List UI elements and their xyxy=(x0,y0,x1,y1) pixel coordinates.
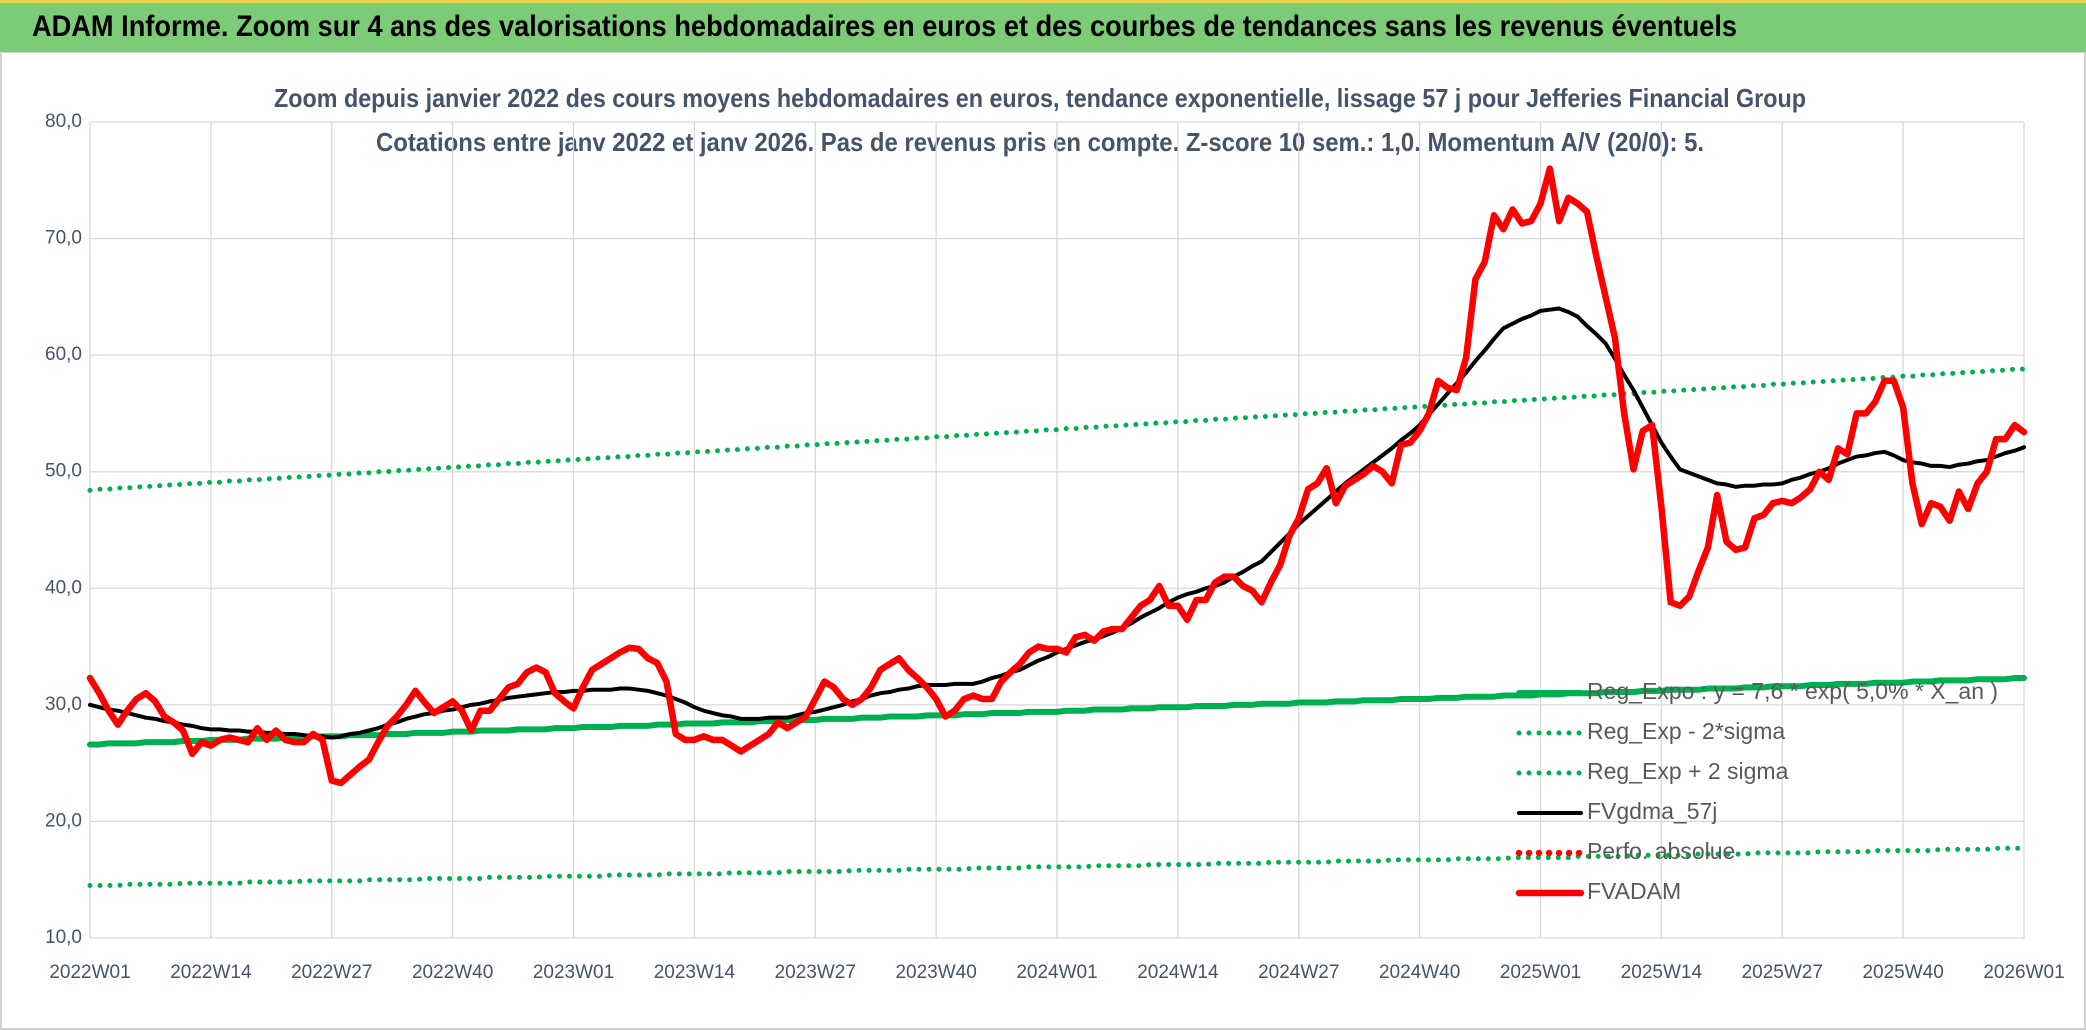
x-tick-label: 2024W27 xyxy=(1258,962,1339,983)
series-line xyxy=(87,675,2027,748)
legend-label: Reg_Exp - 2*sigma xyxy=(1587,718,1785,744)
y-tick-label: 30,0 xyxy=(45,694,82,715)
banner xyxy=(0,0,2086,52)
x-tick-label: 2025W01 xyxy=(1500,962,1581,983)
legend-label: Reg_Expo : y = 7,6 * exp( 5,0% * X_an ) xyxy=(1587,678,1998,704)
legend-label: FVADAM xyxy=(1587,878,1681,904)
series-line xyxy=(87,845,2027,889)
y-tick-label: 40,0 xyxy=(45,577,82,598)
x-tick-label: 2023W40 xyxy=(895,962,976,983)
x-tick-label: 2025W14 xyxy=(1621,962,1703,983)
y-tick-label: 80,0 xyxy=(45,111,82,132)
series-line xyxy=(88,306,2026,740)
y-tick-label: 10,0 xyxy=(45,927,82,948)
chart-subtitle: Cotations entre janv 2022 et janv 2026. … xyxy=(376,127,1704,157)
x-tick-label: 2024W14 xyxy=(1137,962,1219,983)
x-tick-label: 2023W27 xyxy=(775,962,856,983)
x-tick-label: 2024W40 xyxy=(1379,962,1460,983)
x-tick-label: 2022W14 xyxy=(170,962,252,983)
series-line xyxy=(86,165,2028,787)
y-tick-label: 20,0 xyxy=(45,810,82,831)
chart-frame xyxy=(0,51,2086,1030)
x-tick-label: 2022W01 xyxy=(49,962,130,983)
x-tick-label: 2023W01 xyxy=(533,962,614,983)
y-tick-label: 50,0 xyxy=(45,461,82,482)
x-tick-label: 2022W40 xyxy=(412,962,493,983)
legend-label: FVgdma_57j xyxy=(1587,798,1717,824)
banner-title: ADAM Informe. Zoom sur 4 ans des valoris… xyxy=(32,10,1737,43)
x-tick-label: 2022W27 xyxy=(291,962,372,983)
legend-label: Perfo. absolue xyxy=(1587,838,1735,864)
x-tick-label: 2025W27 xyxy=(1742,962,1823,983)
x-tick-label: 2024W01 xyxy=(1016,962,1097,983)
y-tick-label: 60,0 xyxy=(45,344,82,365)
y-tick-label: 70,0 xyxy=(45,228,82,249)
x-tick-label: 2025W40 xyxy=(1862,962,1943,983)
legend-label: Reg_Exp + 2 sigma xyxy=(1587,758,1789,784)
x-tick-label: 2023W14 xyxy=(654,962,736,983)
series-line xyxy=(87,366,2027,493)
banner-edge xyxy=(0,0,2086,3)
chart-subtitle: Zoom depuis janvier 2022 des cours moyen… xyxy=(274,83,1806,113)
x-tick-label: 2026W01 xyxy=(1983,962,2064,983)
